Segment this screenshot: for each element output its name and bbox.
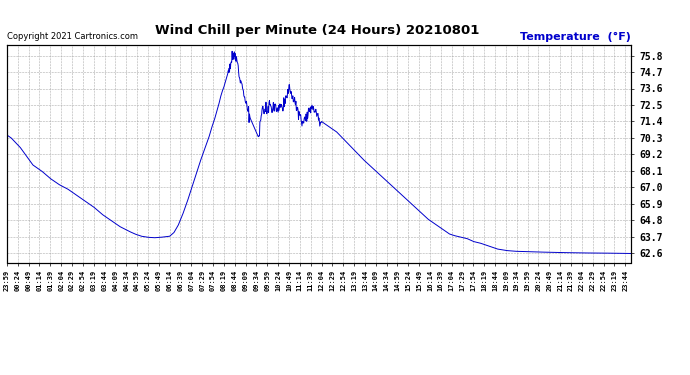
Text: Temperature  (°F): Temperature (°F) [520, 32, 631, 42]
Text: Wind Chill per Minute (24 Hours) 20210801: Wind Chill per Minute (24 Hours) 2021080… [155, 24, 480, 38]
Text: Copyright 2021 Cartronics.com: Copyright 2021 Cartronics.com [7, 32, 138, 41]
